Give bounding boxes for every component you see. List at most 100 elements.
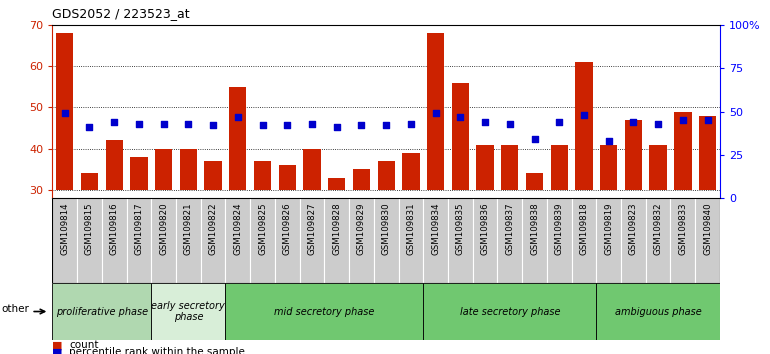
Text: GSM109831: GSM109831 xyxy=(407,202,415,255)
Bar xyxy=(600,144,618,190)
Bar xyxy=(448,198,473,283)
Bar xyxy=(671,198,695,283)
Bar xyxy=(324,198,349,283)
Bar xyxy=(452,82,469,190)
Bar xyxy=(377,161,395,190)
Point xyxy=(182,121,195,126)
Point xyxy=(355,122,367,128)
Point xyxy=(132,121,145,126)
Point xyxy=(207,122,219,128)
Point xyxy=(405,121,417,126)
Point xyxy=(652,121,665,126)
Text: GSM109837: GSM109837 xyxy=(505,202,514,255)
Bar xyxy=(477,144,494,190)
Bar xyxy=(501,144,518,190)
Bar xyxy=(279,165,296,190)
Text: GSM109823: GSM109823 xyxy=(629,202,638,255)
Bar xyxy=(254,161,271,190)
Bar xyxy=(229,87,246,190)
Bar xyxy=(497,198,522,283)
Bar xyxy=(373,198,399,283)
Bar xyxy=(204,161,222,190)
Text: GSM109838: GSM109838 xyxy=(530,202,539,255)
Bar xyxy=(675,112,691,190)
Bar xyxy=(52,283,151,340)
Point xyxy=(281,122,293,128)
Bar xyxy=(473,198,497,283)
Bar xyxy=(275,198,300,283)
Point xyxy=(108,119,120,125)
Text: GSM109815: GSM109815 xyxy=(85,202,94,255)
Point xyxy=(430,110,442,116)
Bar xyxy=(596,283,720,340)
Point xyxy=(553,119,565,125)
Point xyxy=(232,114,244,120)
Text: ■: ■ xyxy=(52,340,63,350)
Text: ambiguous phase: ambiguous phase xyxy=(614,307,701,316)
Bar xyxy=(105,141,123,190)
Bar xyxy=(102,198,126,283)
Bar xyxy=(81,173,98,190)
Text: GSM109827: GSM109827 xyxy=(307,202,316,255)
Bar xyxy=(399,198,424,283)
Bar xyxy=(571,198,596,283)
Point xyxy=(157,121,169,126)
Bar xyxy=(300,198,324,283)
Bar xyxy=(424,283,596,340)
Text: GSM109829: GSM109829 xyxy=(357,202,366,255)
Bar xyxy=(126,198,151,283)
Text: GSM109817: GSM109817 xyxy=(135,202,143,255)
Text: other: other xyxy=(2,304,29,314)
Text: GSM109835: GSM109835 xyxy=(456,202,465,255)
Bar xyxy=(77,198,102,283)
Text: GSM109822: GSM109822 xyxy=(209,202,218,255)
Text: early secretory
phase: early secretory phase xyxy=(152,301,226,322)
Text: GSM109825: GSM109825 xyxy=(258,202,267,255)
Bar xyxy=(402,153,420,190)
Bar xyxy=(699,116,716,190)
Text: count: count xyxy=(69,340,99,350)
Text: late secretory phase: late secretory phase xyxy=(460,307,560,316)
Text: GSM109818: GSM109818 xyxy=(580,202,588,255)
Bar xyxy=(56,33,73,190)
Point xyxy=(602,138,614,144)
Point xyxy=(454,114,467,120)
Point xyxy=(677,117,689,123)
Point xyxy=(628,119,640,125)
Text: GSM109814: GSM109814 xyxy=(60,202,69,255)
Bar xyxy=(155,149,172,190)
Text: proliferative phase: proliferative phase xyxy=(55,307,148,316)
Bar xyxy=(649,144,667,190)
Text: GSM109819: GSM109819 xyxy=(604,202,613,255)
Text: percentile rank within the sample: percentile rank within the sample xyxy=(69,347,245,354)
Bar xyxy=(226,198,250,283)
Text: GSM109840: GSM109840 xyxy=(703,202,712,255)
Text: GSM109821: GSM109821 xyxy=(184,202,192,255)
Text: GSM109820: GSM109820 xyxy=(159,202,168,255)
Text: GDS2052 / 223523_at: GDS2052 / 223523_at xyxy=(52,7,190,20)
Point xyxy=(83,124,95,130)
Bar xyxy=(424,198,448,283)
Text: mid secretory phase: mid secretory phase xyxy=(274,307,374,316)
Bar xyxy=(201,198,226,283)
Bar xyxy=(522,198,547,283)
Point xyxy=(528,136,541,142)
Bar xyxy=(250,198,275,283)
Point xyxy=(479,119,491,125)
Bar xyxy=(547,198,571,283)
Bar xyxy=(624,120,642,190)
Bar xyxy=(176,198,201,283)
Text: GSM109816: GSM109816 xyxy=(109,202,119,255)
Bar xyxy=(130,157,148,190)
Bar xyxy=(427,33,444,190)
Bar xyxy=(328,178,346,190)
Bar xyxy=(621,198,646,283)
Bar xyxy=(596,198,621,283)
Point xyxy=(59,110,71,116)
Bar xyxy=(551,144,568,190)
Bar xyxy=(179,149,197,190)
Point xyxy=(330,124,343,130)
Bar xyxy=(353,169,370,190)
Bar xyxy=(695,198,720,283)
Text: GSM109828: GSM109828 xyxy=(332,202,341,255)
